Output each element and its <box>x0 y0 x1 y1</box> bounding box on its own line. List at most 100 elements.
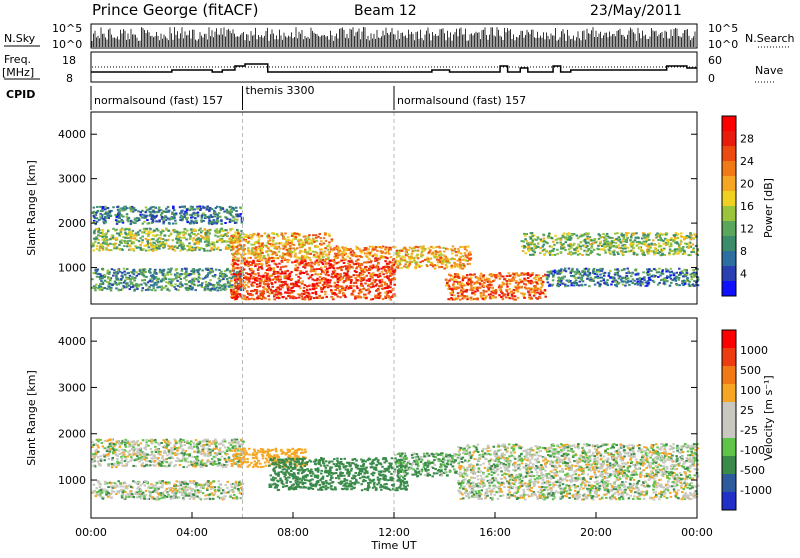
range-cell <box>329 279 332 281</box>
range-cell <box>109 238 112 240</box>
range-cell <box>525 284 528 286</box>
range-cell <box>325 258 328 260</box>
range-cell <box>370 273 373 275</box>
range-cell <box>312 251 315 253</box>
range-cell <box>331 297 334 299</box>
range-cell <box>307 292 310 294</box>
range-cell <box>168 278 171 280</box>
sky-tick-high: 10^5 <box>52 22 82 35</box>
range-cell <box>336 262 339 264</box>
range-cell <box>239 279 242 281</box>
range-cell <box>159 286 162 288</box>
range-cell <box>139 230 142 232</box>
range-cell <box>214 288 217 290</box>
range-cell <box>366 279 369 281</box>
range-cell <box>345 274 348 276</box>
range-cell <box>272 241 275 243</box>
range-cell <box>342 281 345 283</box>
range-cell <box>453 258 456 260</box>
range-cell <box>674 252 677 254</box>
range-cell <box>401 259 404 261</box>
range-cell <box>279 269 282 271</box>
range-cell <box>445 279 448 281</box>
range-cell <box>337 296 340 298</box>
range-cell <box>551 254 554 256</box>
range-cell <box>173 286 176 288</box>
range-cell <box>632 234 635 236</box>
range-cell <box>326 262 329 264</box>
range-cell <box>624 248 627 250</box>
range-cell <box>556 242 559 244</box>
range-cell <box>257 233 260 235</box>
range-cell <box>209 279 212 281</box>
range-cell <box>321 262 324 264</box>
range-cell <box>332 264 335 266</box>
range-cell <box>680 232 683 234</box>
range-cell <box>664 254 667 256</box>
range-cell <box>648 239 651 241</box>
range-cell <box>467 281 470 283</box>
range-cell <box>123 208 126 210</box>
range-cell <box>93 272 96 274</box>
range-cell <box>290 271 293 273</box>
range-cell <box>287 290 290 292</box>
range-cell <box>348 264 351 266</box>
range-cell <box>234 253 237 255</box>
range-cell <box>613 254 616 256</box>
range-cell <box>517 297 520 299</box>
range-cell <box>348 278 351 280</box>
range-cell <box>451 267 454 269</box>
range-cell <box>198 273 201 275</box>
range-cell <box>482 283 485 285</box>
range-cell <box>211 208 214 210</box>
range-cell <box>428 261 431 263</box>
range-cell <box>186 221 189 223</box>
range-cell <box>251 248 254 250</box>
range-cell <box>484 279 487 281</box>
range-cell <box>461 255 464 257</box>
range-cell <box>530 296 533 298</box>
range-cell <box>230 214 233 216</box>
range-cell <box>350 280 353 282</box>
range-cell <box>215 207 218 209</box>
range-cell <box>370 265 373 267</box>
range-cell <box>305 295 308 297</box>
range-cell <box>133 290 136 292</box>
range-cell <box>476 298 479 300</box>
range-cell <box>270 250 273 252</box>
range-cell <box>368 269 371 271</box>
range-cell <box>576 235 579 237</box>
range-cell <box>253 290 256 292</box>
range-cell <box>304 284 307 286</box>
range-cell <box>316 279 319 281</box>
range-cell <box>236 241 239 243</box>
range-cell <box>382 298 385 300</box>
range-cell <box>175 288 178 290</box>
range-cell <box>334 275 337 277</box>
range-cell <box>291 235 294 237</box>
range-cell <box>241 257 244 259</box>
range-cell <box>208 239 211 241</box>
range-cell <box>264 297 267 299</box>
range-cell <box>139 211 142 213</box>
range-cell <box>459 246 462 248</box>
range-cell <box>244 276 247 278</box>
range-cell <box>459 295 462 297</box>
range-cell <box>141 214 144 216</box>
range-cell <box>218 212 221 214</box>
range-cell <box>264 279 267 281</box>
range-cell <box>526 233 529 235</box>
range-cell <box>456 263 459 265</box>
range-cell <box>230 280 233 282</box>
range-cell <box>233 241 236 243</box>
range-cell <box>163 221 166 223</box>
range-cell <box>308 247 311 249</box>
range-cell <box>580 248 583 250</box>
range-cell <box>543 238 546 240</box>
range-cell <box>258 245 261 247</box>
range-cell <box>154 289 157 291</box>
range-cell <box>397 260 400 262</box>
range-cell <box>343 262 346 264</box>
range-cell <box>245 234 248 236</box>
range-cell <box>96 206 99 208</box>
